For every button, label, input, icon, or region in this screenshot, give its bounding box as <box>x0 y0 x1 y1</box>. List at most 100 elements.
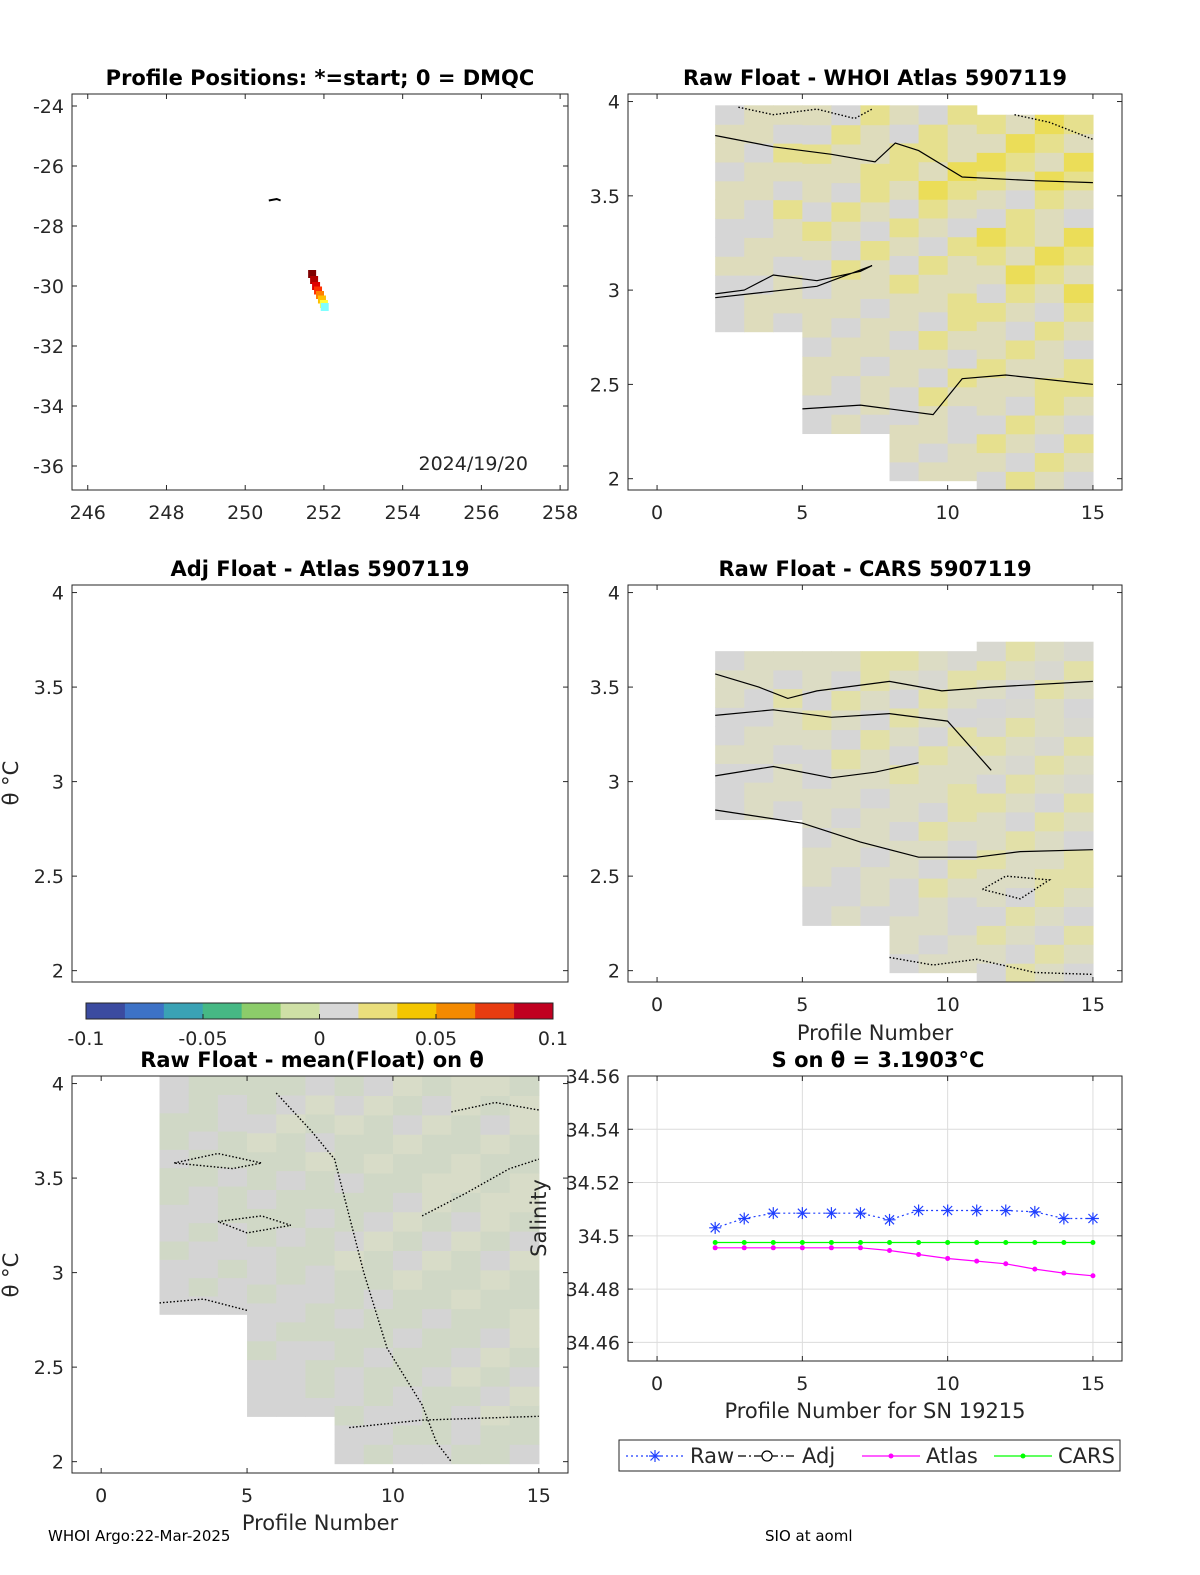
heatmap-cell <box>802 259 833 280</box>
heatmap-cell <box>1034 377 1065 397</box>
series-marker-raw <box>738 1212 751 1225</box>
heatmap-cell <box>860 670 891 691</box>
salinity-grid <box>628 1075 1122 1361</box>
mean-xtick-label: 0 <box>95 1485 107 1507</box>
heatmap-cell <box>392 1347 423 1368</box>
heatmap-cell <box>305 1246 336 1266</box>
heatmap-cell <box>1063 660 1094 681</box>
heatmap-cell <box>802 651 833 672</box>
heatmap-cell <box>831 298 862 319</box>
salinity-ytick-label: 34.46 <box>566 1332 620 1354</box>
positions-ticks: 246 248 250 252 254 256 258 -24 -26 -28 -30 -32 -34 -… <box>33 94 578 524</box>
colorbar-tick-label: -0.05 <box>178 1028 227 1050</box>
heatmap-cell <box>217 1240 248 1260</box>
heatmap-cell <box>715 124 745 144</box>
heatmap-cell <box>276 1340 307 1361</box>
heatmap-cell <box>918 217 949 238</box>
heatmap-cell <box>188 1185 219 1205</box>
heatmap-cell <box>276 1397 307 1417</box>
heatmap-cell <box>889 311 920 332</box>
heatmap-cell <box>831 394 862 415</box>
heatmap-cell <box>392 1231 423 1251</box>
heatmap-cell <box>976 679 1007 700</box>
heatmap-cell <box>860 729 891 750</box>
heatmap-cell <box>480 1172 511 1193</box>
mean-heatmap-cells <box>159 1076 540 1465</box>
heatmap-cell <box>247 1208 277 1228</box>
heatmap-cell <box>831 846 862 868</box>
series-marker-atlas <box>712 1245 718 1251</box>
positions-xtick-label: 256 <box>463 502 499 524</box>
positions-xtick-label: 252 <box>306 502 342 524</box>
heatmap-cell <box>773 199 803 220</box>
heatmap-cell <box>1005 321 1036 341</box>
colorbar-ticks: -0.1 -0.05 0 0.05 0.1 <box>67 1014 568 1050</box>
heatmap-cell <box>947 783 978 804</box>
heatmap-cell <box>860 788 891 809</box>
heatmap-cell <box>947 180 978 200</box>
positions-ytick-label: -28 <box>33 216 64 238</box>
heatmap-cell <box>773 180 803 201</box>
heatmap-cell <box>918 953 949 974</box>
series-marker-raw <box>1028 1205 1041 1218</box>
salinity-xtick-label: 10 <box>936 1373 960 1395</box>
heatmap-cell <box>773 275 803 295</box>
heatmap-cell <box>860 356 891 377</box>
heatmap-cell <box>889 802 920 822</box>
heatmap-cell <box>744 725 774 746</box>
heatmap-cell <box>1063 396 1094 416</box>
heatmap-cell <box>1005 264 1036 285</box>
heatmap-cell <box>422 1308 452 1329</box>
series-marker-cars <box>712 1239 718 1245</box>
heatmap-cell <box>188 1076 219 1095</box>
heatmap-cell <box>976 452 1007 472</box>
heatmap-cell <box>947 802 978 822</box>
heatmap-cell <box>480 1386 511 1407</box>
series-marker-cars <box>741 1239 747 1245</box>
heatmap-cell <box>451 1424 482 1445</box>
heatmap-cell <box>247 1189 277 1209</box>
heatmap-cell <box>247 1302 277 1323</box>
heatmap-cell <box>480 1250 511 1271</box>
profile-position-marker <box>317 295 326 304</box>
heatmap-cell <box>334 1114 365 1135</box>
heatmap-cell <box>744 744 774 764</box>
heatmap-cell <box>159 1167 190 1187</box>
heatmap-cell <box>715 293 745 314</box>
heatmap-cell <box>1063 641 1094 662</box>
legend-marker-adj <box>761 1450 773 1462</box>
positions-xtick-label: 250 <box>227 502 263 524</box>
heatmap-cell <box>305 1340 336 1361</box>
heatmap-cell <box>1063 171 1094 191</box>
heatmap-cell <box>860 163 891 184</box>
series-marker-cars <box>1003 1239 1009 1245</box>
heatmap-cell <box>509 1424 540 1445</box>
contour-line <box>715 673 1093 700</box>
heatmap-cell <box>188 1094 219 1114</box>
adj-ylabel: θ °C <box>0 761 23 806</box>
footer-left: WHOI Argo:22-Mar-2025 <box>48 1527 230 1545</box>
profile-position-marker <box>320 303 329 311</box>
heatmap-cell <box>947 651 978 671</box>
heatmap-cell <box>159 1222 190 1242</box>
heatmap-cell <box>918 274 949 294</box>
positions-ytick-label: -36 <box>33 456 64 478</box>
positions-ytick-label: -26 <box>33 156 64 178</box>
heatmap-cell <box>509 1289 540 1310</box>
heatmap-cell <box>918 821 949 841</box>
heatmap-cell <box>918 802 949 822</box>
contour-line <box>802 374 1093 416</box>
heatmap-cell <box>976 227 1007 247</box>
heatmap-cell <box>480 1095 511 1116</box>
heatmap-cell <box>334 1347 365 1368</box>
heatmap-cell <box>509 1076 540 1096</box>
heatmap-cell <box>976 963 1007 982</box>
heatmap-cell <box>392 1250 423 1271</box>
heatmap-cell <box>976 358 1007 379</box>
heatmap-cell <box>480 1308 511 1329</box>
contour-dotted-line <box>217 1215 292 1234</box>
heatmap-cell <box>247 1113 277 1134</box>
heatmap-cell <box>159 1240 190 1260</box>
series-marker-raw <box>970 1204 983 1217</box>
heatmap-cell <box>947 142 978 163</box>
